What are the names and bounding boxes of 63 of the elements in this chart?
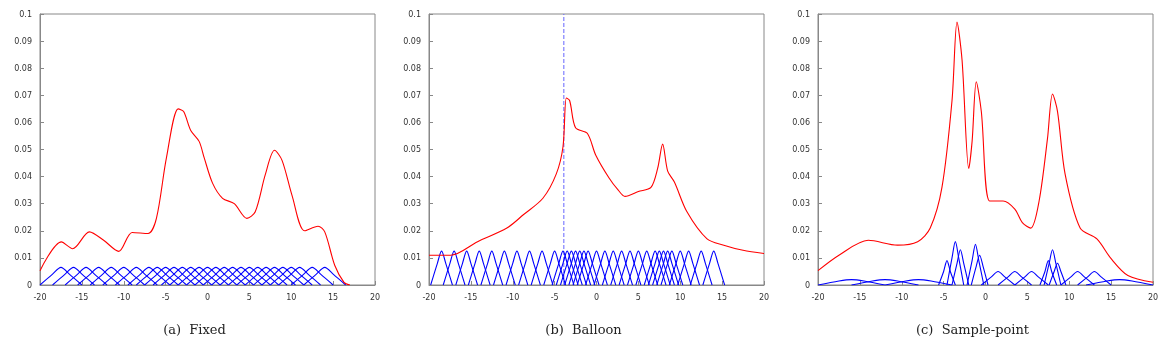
- x-tick-label: 10: [286, 292, 297, 302]
- x-tick-label: -5: [161, 292, 170, 302]
- y-tick-label: 0.03: [403, 199, 421, 209]
- text: (c) Sample-point: [915, 322, 1030, 337]
- y-tick-label: 0.04: [14, 172, 32, 182]
- y-tick-label: 0.04: [403, 172, 421, 182]
- y-tick-label: 0.07: [403, 90, 421, 100]
- x-tick-label: 0: [593, 292, 600, 302]
- y-tick-label: 0.06: [792, 117, 810, 127]
- x-tick-label: -5: [939, 292, 948, 302]
- y-tick-label: 0.07: [14, 90, 32, 100]
- x-tick-label: -10: [506, 292, 520, 302]
- y-tick-label: 0.02: [403, 226, 421, 236]
- y-tick-label: 0.06: [14, 117, 32, 127]
- x-tick-label: 10: [675, 292, 686, 302]
- y-tick-label: 0.06: [403, 117, 421, 127]
- y-tick-label: 0.08: [403, 63, 421, 73]
- x-tick-label: -15: [464, 292, 478, 302]
- x-tick-label: -20: [422, 292, 436, 302]
- x-tick-label: 10: [1064, 292, 1075, 302]
- x-tick-label: 20: [369, 292, 381, 302]
- y-tick-label: 0.1: [19, 9, 32, 19]
- y-tick-label: 0.02: [792, 226, 810, 236]
- x-tick-label: 5: [635, 292, 641, 302]
- y-tick-label: 0.01: [403, 253, 421, 263]
- y-tick-label: 0.08: [14, 63, 32, 73]
- x-tick-label: 0: [982, 292, 989, 302]
- x-tick-label: 15: [717, 292, 728, 302]
- x-tick-label: -20: [33, 292, 47, 302]
- y-tick-label: 0.1: [797, 9, 810, 19]
- x-tick-label: 5: [1024, 292, 1030, 302]
- y-tick-label: 0.03: [14, 199, 32, 209]
- y-tick-label: 0.05: [403, 145, 421, 154]
- y-tick-label: 0.1: [408, 9, 421, 19]
- x-tick-label: 15: [328, 292, 339, 302]
- y-tick-label: 0.04: [792, 172, 810, 182]
- x-tick-label: -10: [895, 292, 909, 302]
- y-tick-label: 0: [804, 280, 810, 290]
- x-tick-label: 15: [1106, 292, 1117, 302]
- x-tick-label: -15: [853, 292, 867, 302]
- y-tick-label: 0.07: [792, 90, 810, 100]
- y-tick-label: 0.09: [792, 36, 810, 46]
- x-tick-label: -5: [550, 292, 559, 302]
- text: (b) Balloon: [545, 322, 623, 337]
- y-tick-label: 0.05: [14, 145, 32, 154]
- y-tick-label: 0: [415, 280, 421, 290]
- x-tick-label: -10: [117, 292, 131, 302]
- text: (a) Fixed: [163, 322, 226, 337]
- x-tick-label: -15: [75, 292, 89, 302]
- y-tick-label: 0.09: [403, 36, 421, 46]
- x-tick-label: 20: [758, 292, 770, 302]
- y-tick-label: 0.03: [792, 199, 810, 209]
- x-tick-label: 20: [1147, 292, 1159, 302]
- x-tick-label: 5: [246, 292, 252, 302]
- x-tick-label: 0: [204, 292, 211, 302]
- y-tick-label: 0.08: [792, 63, 810, 73]
- y-tick-label: 0.01: [14, 253, 32, 263]
- y-tick-label: 0.05: [792, 145, 810, 154]
- x-tick-label: -20: [811, 292, 825, 302]
- y-tick-label: 0.01: [792, 253, 810, 263]
- y-tick-label: 0: [26, 280, 32, 290]
- y-tick-label: 0.02: [14, 226, 32, 236]
- y-tick-label: 0.09: [14, 36, 32, 46]
